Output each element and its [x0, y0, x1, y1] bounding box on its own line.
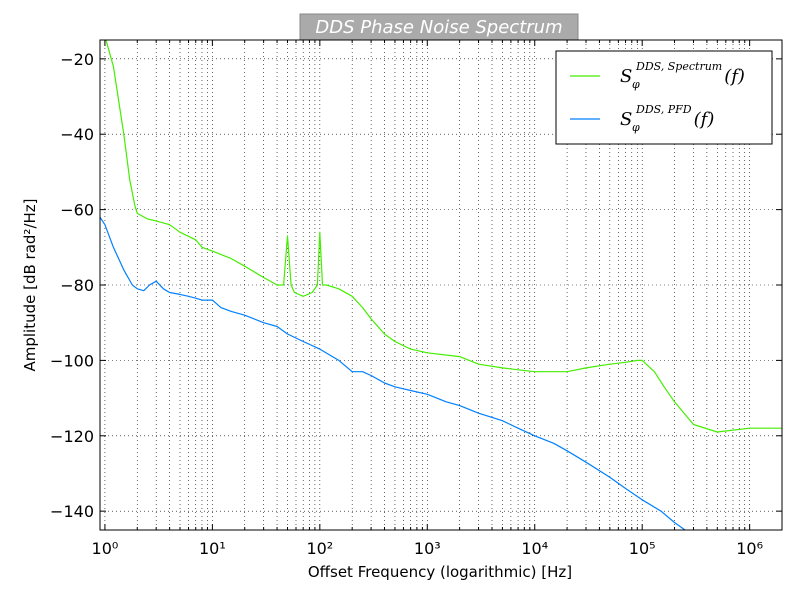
series-layer — [100, 40, 782, 530]
legend-label-arg-0: (f) — [724, 66, 745, 87]
y-tick-label: −140 — [50, 502, 94, 521]
x-tick-label: 10⁶ — [736, 539, 763, 558]
legend-label-sup-1: DDS, PFD — [635, 103, 692, 116]
legend-box — [555, 50, 773, 145]
x-tick-label: 10² — [306, 539, 333, 558]
x-tick-labels: 10⁰ 10¹ 10² 10³ 10⁴ 10⁵ 10⁶ — [92, 539, 764, 558]
y-tick-label: −40 — [60, 125, 94, 144]
chart-title-group: DDS Phase Noise Spectrum — [299, 13, 579, 41]
legend-label-1: S — [620, 109, 632, 130]
y-axis-label: Amplitude [dB rad²/Hz] — [21, 198, 39, 371]
x-tick-label: 10³ — [414, 539, 441, 558]
x-tick-label: 10¹ — [199, 539, 226, 558]
legend-label-sup-0: DDS, Spectrum — [635, 60, 722, 73]
chart-title-box — [299, 13, 579, 41]
x-tick-label: 10⁴ — [521, 539, 548, 558]
x-tick-label: 10⁵ — [629, 539, 656, 558]
x-axis-label: Offset Frequency (logarithmic) [Hz] — [308, 563, 572, 581]
series-line-0 — [105, 40, 782, 433]
series-line-1 — [100, 216, 686, 530]
legend-label-0: S — [620, 66, 632, 87]
y-tick-label: −60 — [60, 201, 94, 220]
plot-frame — [99, 39, 783, 531]
chart-title: DDS Phase Noise Spectrum — [315, 17, 562, 38]
x-tick-label: 10⁰ — [92, 539, 119, 558]
legend-label-sub-0: φ — [632, 78, 640, 91]
y-tick-label: −100 — [50, 351, 94, 370]
y-tick-label: −120 — [50, 427, 94, 446]
legend-label-arg-1: (f) — [694, 109, 715, 130]
y-tick-label: −80 — [60, 276, 94, 295]
y-tick-label: −20 — [60, 50, 94, 69]
y-tick-labels: −140 −120 −100 −80 −60 −40 −20 — [50, 50, 94, 521]
legend-label-sub-1: φ — [632, 121, 640, 134]
